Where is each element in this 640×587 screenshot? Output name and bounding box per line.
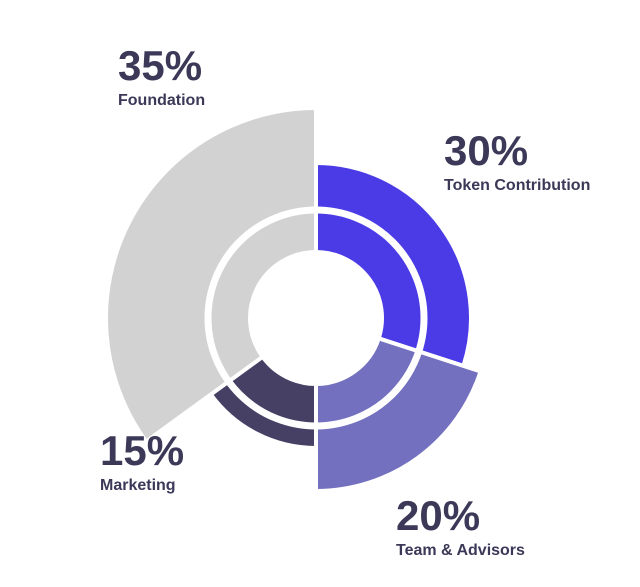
value-label: 35% (118, 42, 202, 89)
value-label: 30% (444, 127, 528, 174)
inner-ring (204, 206, 428, 430)
value-label: 15% (100, 427, 184, 474)
labels: 30% Token Contribution 20% Team & Advisors 1… (100, 42, 590, 559)
value-label: 20% (396, 492, 480, 539)
slices (104, 105, 484, 494)
slice (104, 105, 318, 445)
category-label: Token Contribution (444, 177, 590, 194)
category-label: Team & Advisors (396, 542, 525, 559)
category-label: Foundation (118, 92, 205, 109)
category-label: Marketing (100, 477, 176, 494)
slice (314, 335, 484, 494)
